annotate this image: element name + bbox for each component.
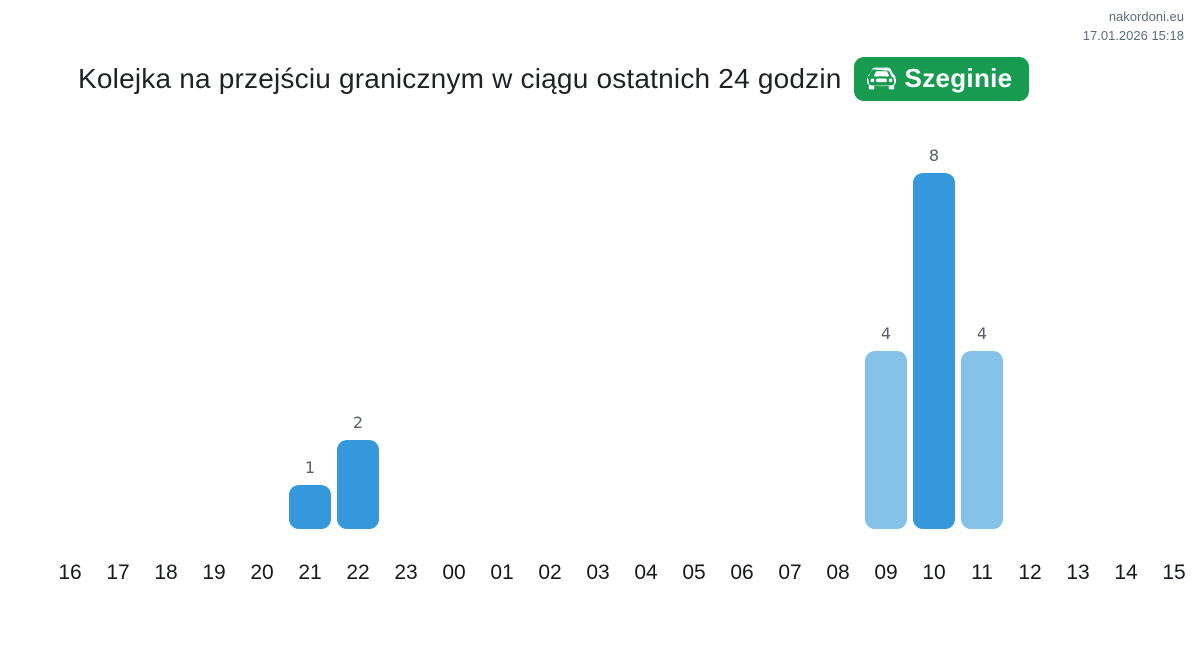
chart-column-20	[238, 129, 286, 529]
title-row: Kolejka na przejściu granicznym w ciągu …	[78, 56, 1030, 102]
x-tick-label-11: 11	[971, 561, 993, 584]
x-tick-label-03: 03	[586, 561, 610, 584]
x-tick-label-19: 19	[202, 561, 226, 584]
crossing-badge-button[interactable]: Szeginie	[853, 57, 1030, 101]
chart-column-06	[718, 129, 766, 529]
x-tick-label-00: 00	[442, 561, 466, 584]
chart-column-01	[478, 129, 526, 529]
chart-column-15	[1150, 129, 1198, 529]
bar-value-label-21: 1	[304, 458, 316, 477]
bar-value-label-22: 2	[352, 413, 364, 432]
chart-column-03	[574, 129, 622, 529]
x-tick-label-12: 12	[1018, 561, 1042, 584]
chart-column-12	[1006, 129, 1054, 529]
site-name: nakordoni.eu	[1108, 9, 1184, 24]
x-tick-label-06: 06	[730, 561, 754, 584]
chart-plot: 1 2 4 8 4	[46, 129, 1198, 529]
chart-column-09: 4	[862, 129, 910, 529]
x-tick-label-04: 04	[634, 561, 658, 584]
chart-column-02	[526, 129, 574, 529]
bar-hour-09[interactable]	[865, 351, 907, 529]
page-title: Kolejka na przejściu granicznym w ciągu …	[78, 63, 842, 94]
chart-x-axis: 16 17 18 19 20 21 22 23 00 01 02 03 04 05 06 07 08 09 10 11…	[46, 559, 1198, 587]
x-tick-label-20: 20	[250, 561, 274, 584]
x-tick-label-05: 05	[682, 561, 706, 584]
bar-hour-11[interactable]	[961, 351, 1003, 529]
timestamp: 17.01.2026 15:18	[1082, 27, 1184, 43]
bar-value-label-10: 8	[928, 146, 940, 165]
x-tick-label-07: 07	[778, 561, 802, 584]
bar-value-label-09: 4	[880, 324, 892, 343]
chart-column-23	[382, 129, 430, 529]
crossing-badge-label: Szeginie	[904, 63, 1013, 93]
x-tick-label-01: 01	[490, 561, 514, 584]
x-tick-label-10: 10	[922, 561, 946, 584]
x-tick-label-18: 18	[154, 561, 178, 584]
chart-column-04	[622, 129, 670, 529]
chart-column-16	[46, 129, 94, 529]
chart-column-13	[1054, 129, 1102, 529]
bar-value-label-11: 4	[976, 324, 988, 343]
x-tick-label-17: 17	[106, 561, 130, 584]
header-meta: nakordoni.eu 17.01.2026 15:18	[1083, 8, 1184, 46]
x-tick-label-09: 09	[874, 561, 898, 584]
chart-column-05	[670, 129, 718, 529]
x-tick-label-23: 23	[394, 561, 418, 584]
chart-column-00	[430, 129, 478, 529]
x-tick-label-08: 08	[826, 561, 850, 584]
bar-hour-21[interactable]	[289, 485, 331, 529]
x-tick-label-15: 15	[1162, 561, 1186, 584]
chart-column-08	[814, 129, 862, 529]
car-front-icon	[866, 64, 896, 93]
bar-hour-10[interactable]	[913, 173, 955, 529]
chart-column-10: 8	[910, 129, 958, 529]
chart-column-14	[1102, 129, 1150, 529]
x-tick-label-16: 16	[58, 561, 82, 584]
chart-column-17	[94, 129, 142, 529]
x-tick-label-21: 21	[298, 561, 322, 584]
chart-column-18	[142, 129, 190, 529]
x-tick-label-14: 14	[1114, 561, 1138, 584]
bar-hour-22[interactable]	[337, 440, 379, 529]
x-tick-label-13: 13	[1066, 561, 1090, 584]
chart-column-11: 4	[958, 129, 1006, 529]
chart-column-19	[190, 129, 238, 529]
chart-column-22: 2	[334, 129, 382, 529]
x-tick-label-22: 22	[346, 561, 370, 584]
x-tick-label-02: 02	[538, 561, 562, 584]
chart-column-21: 1	[286, 129, 334, 529]
chart-column-07	[766, 129, 814, 529]
